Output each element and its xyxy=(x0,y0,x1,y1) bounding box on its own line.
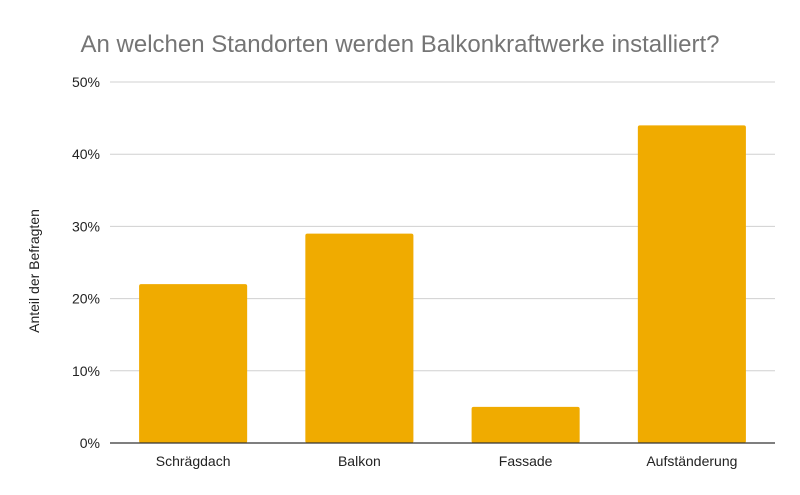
y-axis-label: Anteil der Befragten xyxy=(26,209,42,333)
bar-schrägdach xyxy=(139,284,248,443)
bar-aufständerung xyxy=(637,125,746,443)
y-tick-label: 10% xyxy=(72,363,100,379)
y-tick-label: 40% xyxy=(72,146,100,162)
y-tick-label: 0% xyxy=(80,435,100,451)
bar-balkon xyxy=(305,233,414,443)
chart-title: An welchen Standorten werden Balkonkraft… xyxy=(80,31,719,58)
bars xyxy=(139,125,746,443)
x-tick-label: Aufständerung xyxy=(646,453,737,469)
x-tick-label: Fassade xyxy=(499,453,553,469)
x-tick-label: Balkon xyxy=(338,453,381,469)
bar-fassade xyxy=(471,406,580,443)
y-tick-label: 20% xyxy=(72,291,100,307)
y-tick-label: 50% xyxy=(72,74,100,90)
x-axis-ticks: Schrägdach Balkon Fassade Aufständerung xyxy=(156,453,738,469)
y-axis-ticks: 0% 10% 20% 30% 40% 50% xyxy=(72,74,100,451)
x-tick-label: Schrägdach xyxy=(156,453,231,469)
y-tick-label: 30% xyxy=(72,218,100,234)
